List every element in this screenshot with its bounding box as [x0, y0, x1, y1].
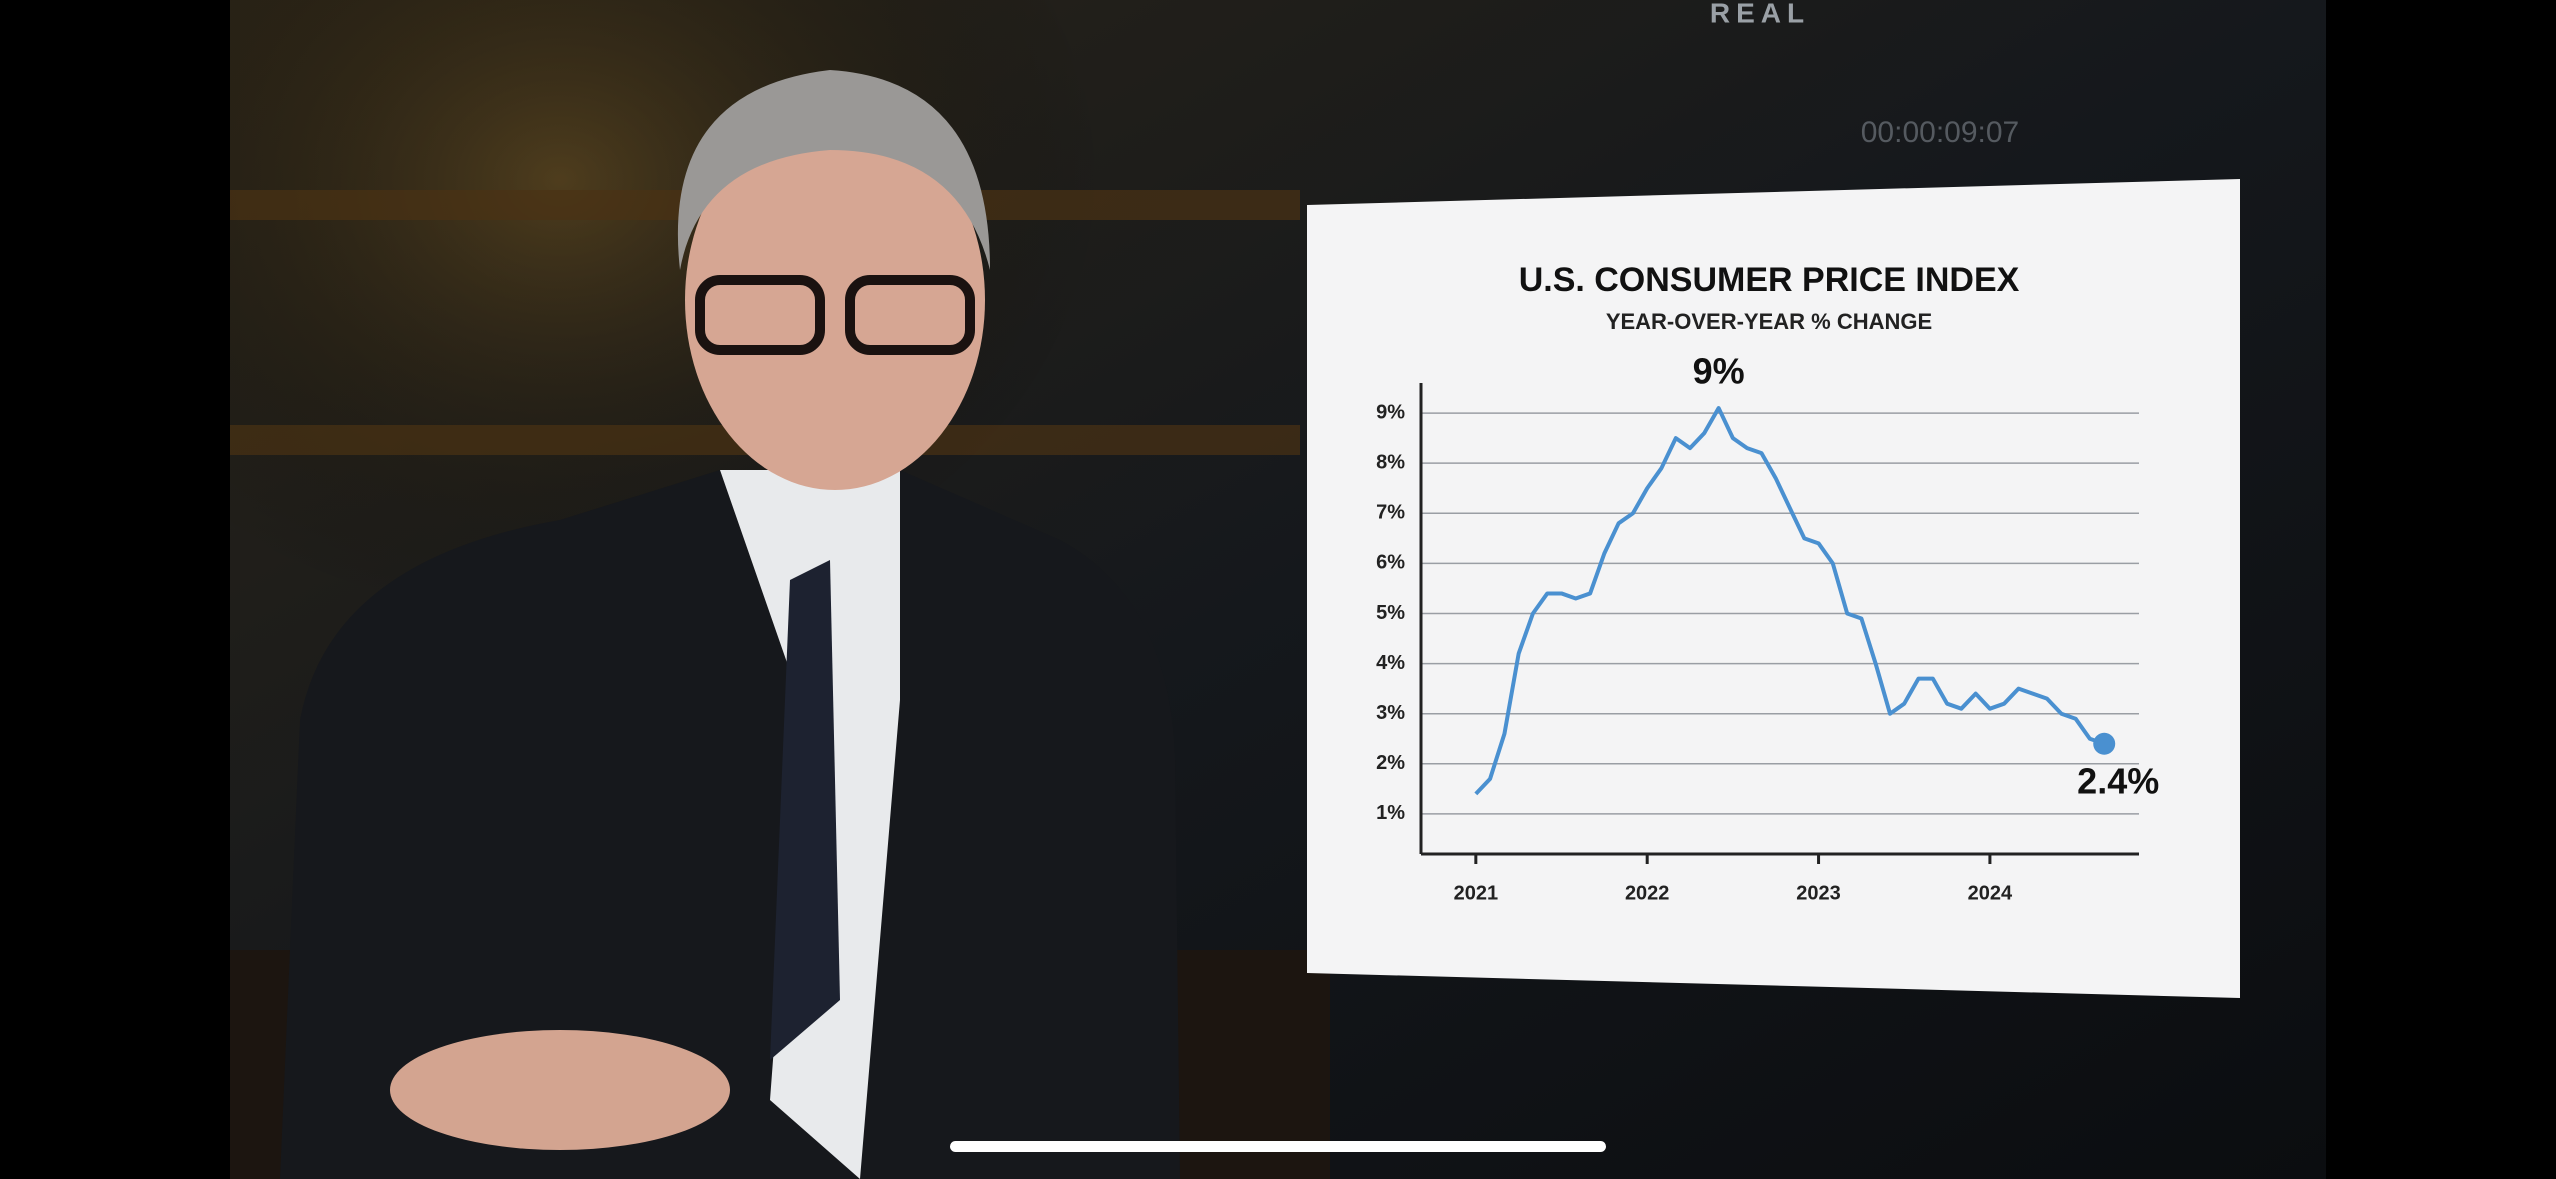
home-indicator — [950, 1141, 1606, 1152]
y-tick-label: 1% — [1376, 802, 1405, 824]
timecode: 00:00:09:07 — [1861, 116, 2019, 149]
face — [685, 110, 985, 490]
y-tick-label: 2% — [1376, 752, 1405, 774]
y-tick-label: 9% — [1376, 401, 1405, 423]
glasses — [845, 275, 975, 355]
chart-title: U.S. CONSUMER PRICE INDEX — [1519, 261, 2020, 299]
brand-text: REAL — [1710, 0, 1810, 28]
chart-panel — [1307, 179, 2240, 998]
y-tick-label: 3% — [1376, 702, 1405, 724]
end-point — [2093, 732, 2116, 755]
hands — [390, 1030, 730, 1150]
x-tick-label: 2022 — [1625, 882, 1670, 904]
y-tick-label: 4% — [1376, 652, 1405, 674]
x-tick-label: 2023 — [1796, 882, 1841, 904]
y-tick-label: 8% — [1376, 451, 1405, 473]
x-tick-label: 2024 — [1968, 882, 2013, 904]
tie — [770, 560, 840, 1060]
hair — [677, 70, 990, 270]
y-tick-label: 6% — [1376, 552, 1405, 574]
chart-subtitle: YEAR-OVER-YEAR % CHANGE — [1606, 309, 1932, 334]
annotation: 9% — [1693, 351, 1745, 392]
line-series — [1474, 406, 2105, 796]
y-tick-label: 5% — [1376, 602, 1405, 624]
glasses — [695, 275, 825, 355]
y-tick-label: 7% — [1376, 502, 1405, 524]
annotation: 2.4% — [2077, 760, 2159, 801]
x-tick-label: 2021 — [1454, 882, 1499, 904]
suit — [280, 470, 1180, 1179]
